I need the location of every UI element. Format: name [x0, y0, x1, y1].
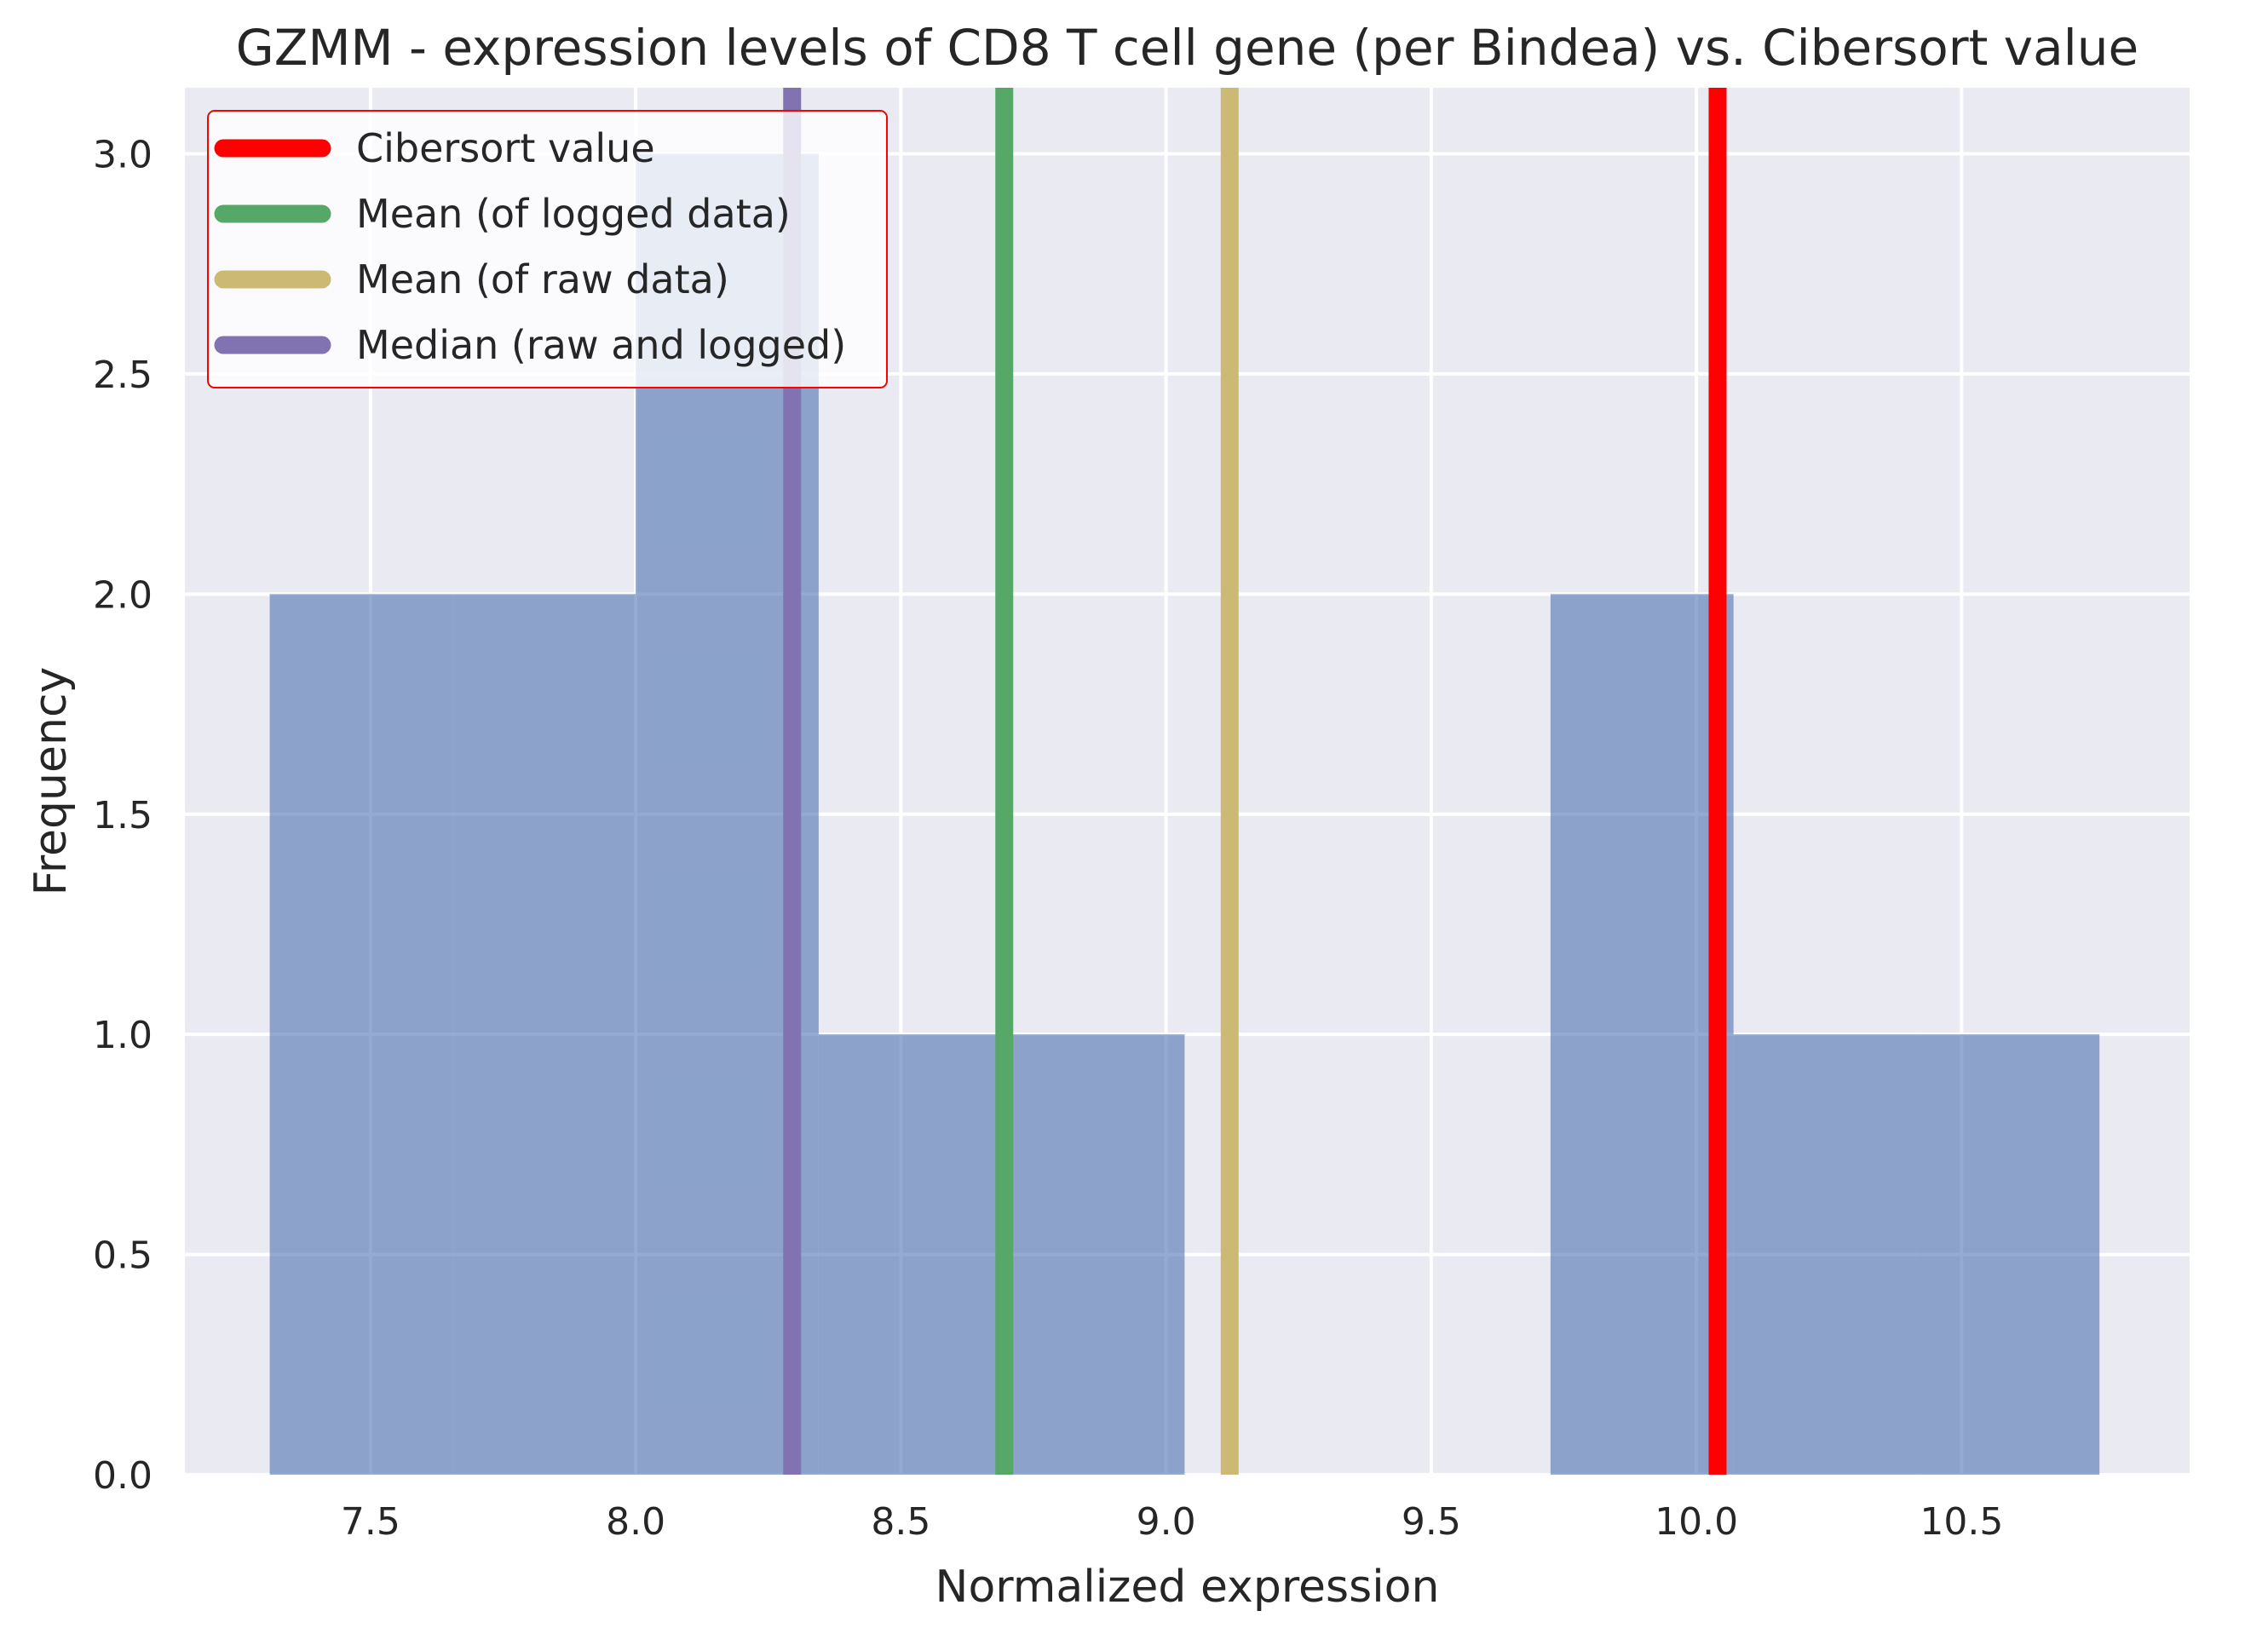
x-tick-label: 10.5 [1920, 1500, 2003, 1544]
histogram-bar [818, 1034, 1002, 1475]
histogram-bar [1550, 594, 1734, 1476]
histogram-bar [1916, 1034, 2100, 1475]
y-tick-label: 3.0 [93, 134, 153, 177]
legend-label: Cibersort value [356, 125, 655, 171]
histogram-bars [269, 153, 2100, 1476]
x-tick-label: 8.0 [606, 1500, 665, 1544]
legend-label: Median (raw and logged) [356, 322, 846, 368]
x-tick-label: 9.0 [1137, 1500, 1196, 1544]
legend-label: Mean (of raw data) [356, 256, 729, 302]
y-tick-label: 1.0 [93, 1014, 153, 1057]
chart-title: GZMM - expression levels of CD8 T cell g… [236, 19, 2138, 77]
x-axis-label: Normalized expression [935, 1562, 1440, 1613]
x-axis-ticks: 7.5 8.0 8.5 9.0 9.5 10.0 10.5 [341, 1500, 2003, 1544]
y-tick-label: 0.5 [93, 1234, 153, 1278]
histogram-bar [452, 594, 636, 1476]
histogram-bar [1733, 1034, 1917, 1475]
y-axis-ticks: 0.0 0.5 1.0 1.5 2.0 2.5 3.0 [93, 134, 153, 1498]
y-axis-label: Frequency [26, 667, 77, 896]
histogram-bar [269, 594, 453, 1476]
y-tick-label: 1.5 [93, 794, 153, 837]
y-tick-label: 2.0 [93, 573, 153, 617]
reference-lines [783, 88, 1727, 1475]
legend-label: Mean (of logged data) [356, 191, 791, 237]
x-tick-label: 7.5 [341, 1500, 400, 1544]
x-tick-label: 10.0 [1655, 1500, 1738, 1544]
x-tick-label: 8.5 [871, 1500, 930, 1544]
histogram-bar [1001, 1034, 1185, 1475]
x-tick-label: 9.5 [1402, 1500, 1461, 1544]
legend-box [207, 110, 888, 388]
y-tick-label: 2.5 [93, 354, 153, 397]
legend: Cibersort value Mean (of logged data) Mean… [207, 110, 888, 388]
y-tick-label: 0.0 [93, 1454, 153, 1498]
